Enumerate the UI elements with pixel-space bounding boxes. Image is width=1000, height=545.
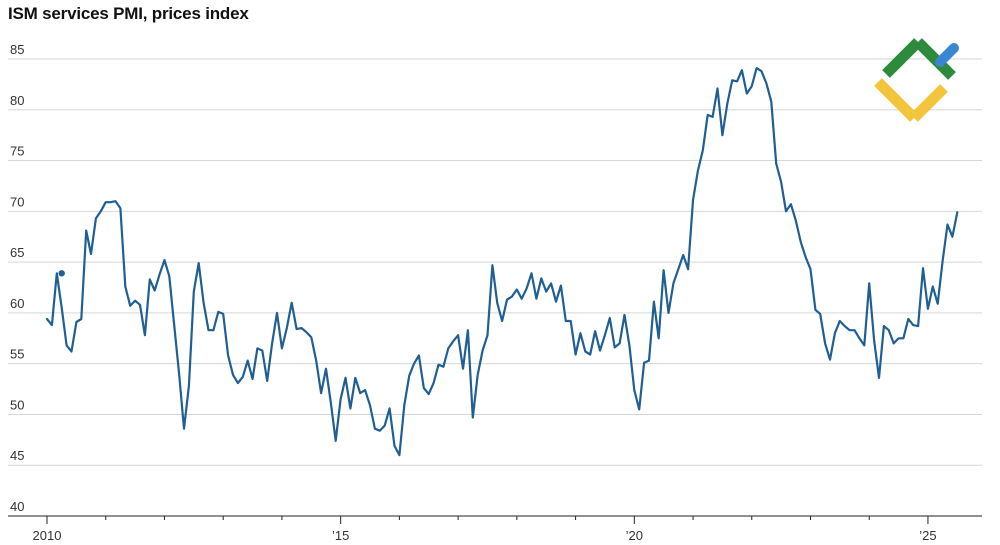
logo-yellow-stroke-2 xyxy=(910,84,948,122)
logo-yellow-stroke xyxy=(874,78,918,122)
x-tick-label: ’25 xyxy=(919,528,936,543)
y-tick-label: 65 xyxy=(10,245,24,260)
logo-green-stroke xyxy=(882,38,922,78)
y-tick-label: 55 xyxy=(10,347,24,362)
y-tick-label: 70 xyxy=(10,194,24,209)
grid-lines xyxy=(8,58,982,466)
series-group xyxy=(45,66,959,457)
logo-blue-stroke xyxy=(935,43,959,67)
brand-logo-icon xyxy=(874,38,959,122)
y-tick-label: 45 xyxy=(10,448,24,463)
x-axis: 2010 ’15 ’20 ’25 xyxy=(8,515,982,543)
y-tick-label: 80 xyxy=(10,93,24,108)
series-line xyxy=(45,66,959,457)
highlight-point xyxy=(58,270,65,277)
y-tick-label: 60 xyxy=(10,296,24,311)
y-tick-label: 50 xyxy=(10,397,24,412)
x-tick-label: ’20 xyxy=(626,528,643,543)
y-axis-ticks: 40 45 50 55 60 65 70 75 80 85 xyxy=(10,42,24,514)
chart-title: ISM services PMI, prices index xyxy=(8,4,249,23)
x-tick-label: ’15 xyxy=(332,528,349,543)
x-tick-label: 2010 xyxy=(33,528,62,543)
y-tick-label: 40 xyxy=(10,499,24,514)
logo-green-stroke-2 xyxy=(914,38,956,80)
y-tick-label: 85 xyxy=(10,42,24,57)
y-tick-label: 75 xyxy=(10,144,24,159)
